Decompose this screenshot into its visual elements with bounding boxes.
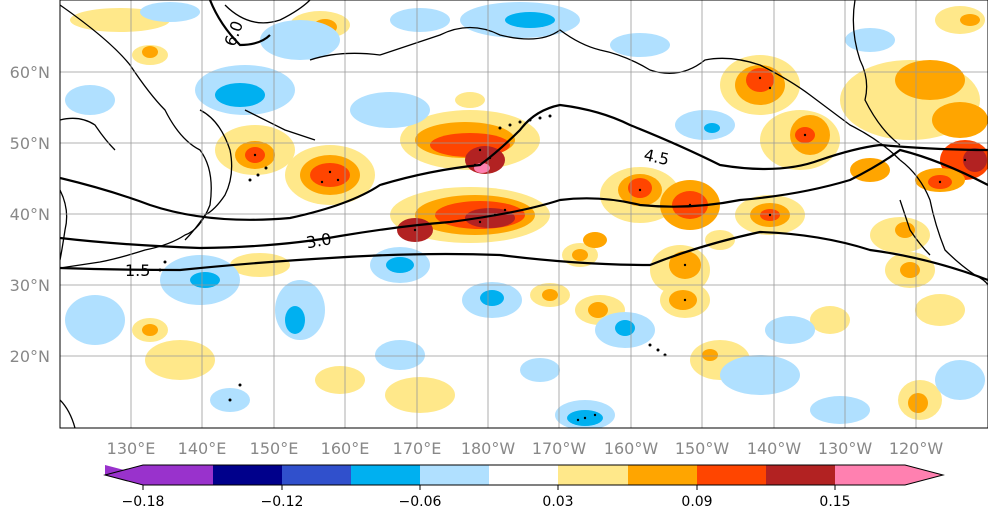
lon-label-160e: 160°E (321, 439, 370, 458)
lon-label-140e: 140°E (178, 439, 227, 458)
lat-label-20n: 20°N (10, 347, 50, 366)
colorbar-seg-0 (105, 465, 213, 485)
lon-label-150w: 150°W (675, 439, 730, 458)
colorbar-label-4: 0.09 (681, 494, 712, 510)
lat-label-30n: 30°N (10, 276, 50, 295)
graticule (60, 0, 988, 428)
colorbar-seg-8 (697, 465, 766, 485)
colorbar-seg-6 (558, 465, 628, 485)
lon-label-180w: 180°W (461, 439, 516, 458)
colorbar-seg-1 (213, 465, 282, 485)
colorbar-label-0: −0.18 (122, 494, 165, 510)
colorbar-label-3: 0.03 (542, 494, 573, 510)
contour-label-4-5: 4.5 (642, 145, 671, 169)
lon-label-140w: 140°W (747, 439, 802, 458)
lat-label-40n: 40°N (10, 205, 50, 224)
contour-label-1-5: 1.5 (125, 261, 150, 280)
colorbar-seg-2 (282, 465, 351, 485)
colorbar-label-5: 0.15 (819, 494, 850, 510)
stippling (253, 76, 967, 422)
colorbar: −0.18 −0.12 −0.06 0.03 0.09 0.15 (103, 464, 945, 510)
jet-contours (60, 0, 988, 282)
anomaly-shading-positive (70, 6, 988, 420)
lon-label-120w: 120°W (889, 439, 944, 458)
colorbar-seg-9 (766, 465, 835, 485)
lon-label-150e: 150°E (250, 439, 299, 458)
colorbar-seg-3 (351, 465, 420, 485)
colorbar-seg-7 (628, 465, 697, 485)
contour-labels: 6.0 4.5 3.0 1.5 (125, 18, 671, 280)
colorbar-seg-10 (835, 465, 943, 485)
lat-label-50n: 50°N (10, 134, 50, 153)
colorbar-seg-5 (489, 465, 558, 485)
lon-label-170e: 170°E (393, 439, 442, 458)
longitude-labels: 130°E 140°E 150°E 160°E 170°E 180°W 170°… (107, 439, 944, 458)
lon-label-170w: 170°W (532, 439, 587, 458)
anomaly-shading-negative (65, 2, 985, 428)
lon-label-160w: 160°W (604, 439, 659, 458)
colorbar-label-2: −0.06 (399, 494, 442, 510)
map-plot-area: 6.0 4.5 3.0 1.5 (60, 0, 988, 428)
map-frame (59, 0, 988, 429)
colorbar-label-1: −0.12 (261, 494, 304, 510)
contour-6-0 (208, 0, 271, 47)
contour-label-3-0: 3.0 (305, 229, 333, 252)
coastlines (60, 0, 988, 428)
latitude-labels: 60°N 50°N 40°N 30°N 20°N (10, 63, 50, 366)
lon-label-130e: 130°E (107, 439, 156, 458)
contour-1-5 (60, 230, 988, 282)
contour-4-5 (60, 103, 988, 221)
contour-3-0 (60, 148, 988, 250)
lat-label-60n: 60°N (10, 63, 50, 82)
colorbar-seg-4 (420, 465, 489, 485)
lon-label-130w: 130°W (818, 439, 873, 458)
